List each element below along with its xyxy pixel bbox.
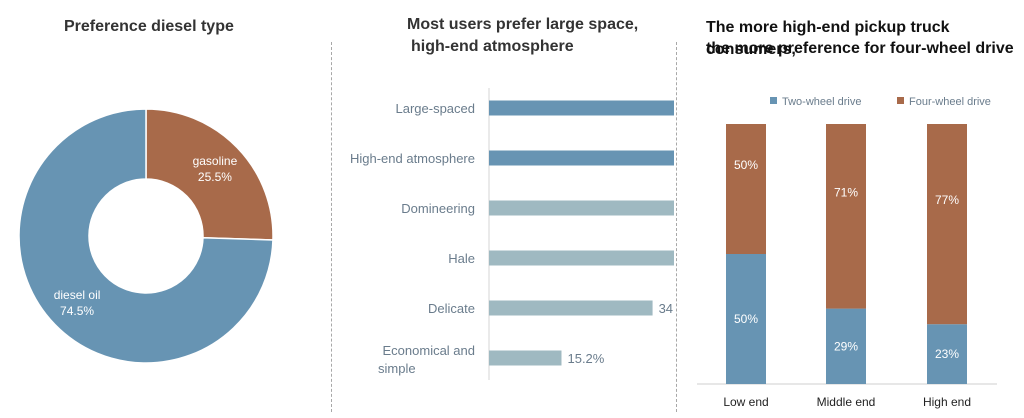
stacked-category-label-2: Middle end — [817, 395, 876, 409]
bar-5 — [489, 300, 653, 316]
stacked-chart-title-line1: The more high-end pickup truck consumers… — [706, 19, 950, 58]
bar-3 — [489, 200, 674, 216]
bar-category-label-6-cont: simple — [378, 361, 416, 376]
bar-category-label-4: Hale — [448, 251, 475, 266]
diesel-type-panel: Preference diesel type gasoline 25.5% dies… — [0, 0, 330, 418]
bar-1 — [489, 100, 674, 116]
preference-panel: Most users prefer large space, high-end … — [332, 0, 674, 418]
panel-divider-2 — [676, 42, 677, 412]
drive-type-stacked-chart: Two-wheel drive Four-wheel drive 50% 50% Low… — [697, 96, 997, 409]
donut-slice-gasoline — [145, 108, 274, 241]
stacked-label-two-wheel-2: 29% — [834, 339, 858, 353]
stacked-label-two-wheel-1: 50% — [734, 312, 758, 326]
donut-chart-title: Preference diesel type — [64, 18, 234, 35]
bar-category-label-5: Delicate — [428, 301, 475, 316]
slice-label-diesel-oil: diesel oil — [54, 288, 101, 302]
stacked-bar-two-wheel-2 — [826, 308, 866, 384]
diesel-type-donut-chart: gasoline 25.5% diesel oil 74.5% — [18, 108, 274, 364]
stacked-label-four-wheel-2: 71% — [834, 185, 858, 199]
bar-category-label-6: Economical and — [383, 343, 476, 358]
stacked-bar-four-wheel-2 — [826, 124, 866, 309]
bar-2 — [489, 150, 674, 166]
bar-6 — [489, 350, 562, 366]
bar-category-label-2: High-end atmosphere — [350, 151, 475, 166]
legend-label-1: Two-wheel drive — [782, 96, 861, 108]
panel-divider-1 — [331, 42, 332, 412]
hbar-chart-title-line2: high-end atmosphere — [411, 38, 574, 55]
bar-category-label-3: Domineering — [401, 201, 475, 216]
legend-marker-2 — [897, 97, 904, 104]
stacked-category-label-1: Low end — [723, 395, 768, 409]
legend-marker-1 — [770, 97, 777, 104]
slice-value-gasoline: 25.5% — [198, 170, 232, 184]
stacked-label-four-wheel-3: 77% — [935, 193, 959, 207]
hbar-chart-title-line1: Most users prefer large space, — [407, 16, 639, 33]
stacked-bar-four-wheel-1 — [726, 124, 766, 254]
preference-bar-chart: Large-spaced60.6%High-end atmosphere48.0… — [350, 88, 674, 380]
legend-label-2: Four-wheel drive — [909, 96, 991, 108]
stacked-bar-two-wheel-3 — [927, 324, 967, 384]
stacked-label-four-wheel-1: 50% — [734, 158, 758, 172]
bar-value-label-6: 15.2% — [567, 351, 604, 366]
stacked-bar-four-wheel-3 — [927, 124, 967, 325]
stacked-chart-title-line2: the more preference for four-wheel drive — [706, 40, 1014, 57]
stacked-category-label-3: High end — [923, 395, 971, 409]
slice-label-gasoline: gasoline — [193, 154, 238, 168]
bar-value-label-5: 34.3% — [659, 301, 674, 316]
stacked-label-two-wheel-3: 23% — [935, 347, 959, 361]
drive-type-panel: The more high-end pickup truck consumers… — [677, 0, 1024, 418]
donut-slice-diesel-oil — [18, 108, 274, 364]
bar-category-label-1: Large-spaced — [396, 101, 476, 116]
slice-value-diesel-oil: 74.5% — [60, 304, 94, 318]
bar-4 — [489, 250, 674, 266]
stacked-bar-two-wheel-1 — [726, 254, 766, 384]
